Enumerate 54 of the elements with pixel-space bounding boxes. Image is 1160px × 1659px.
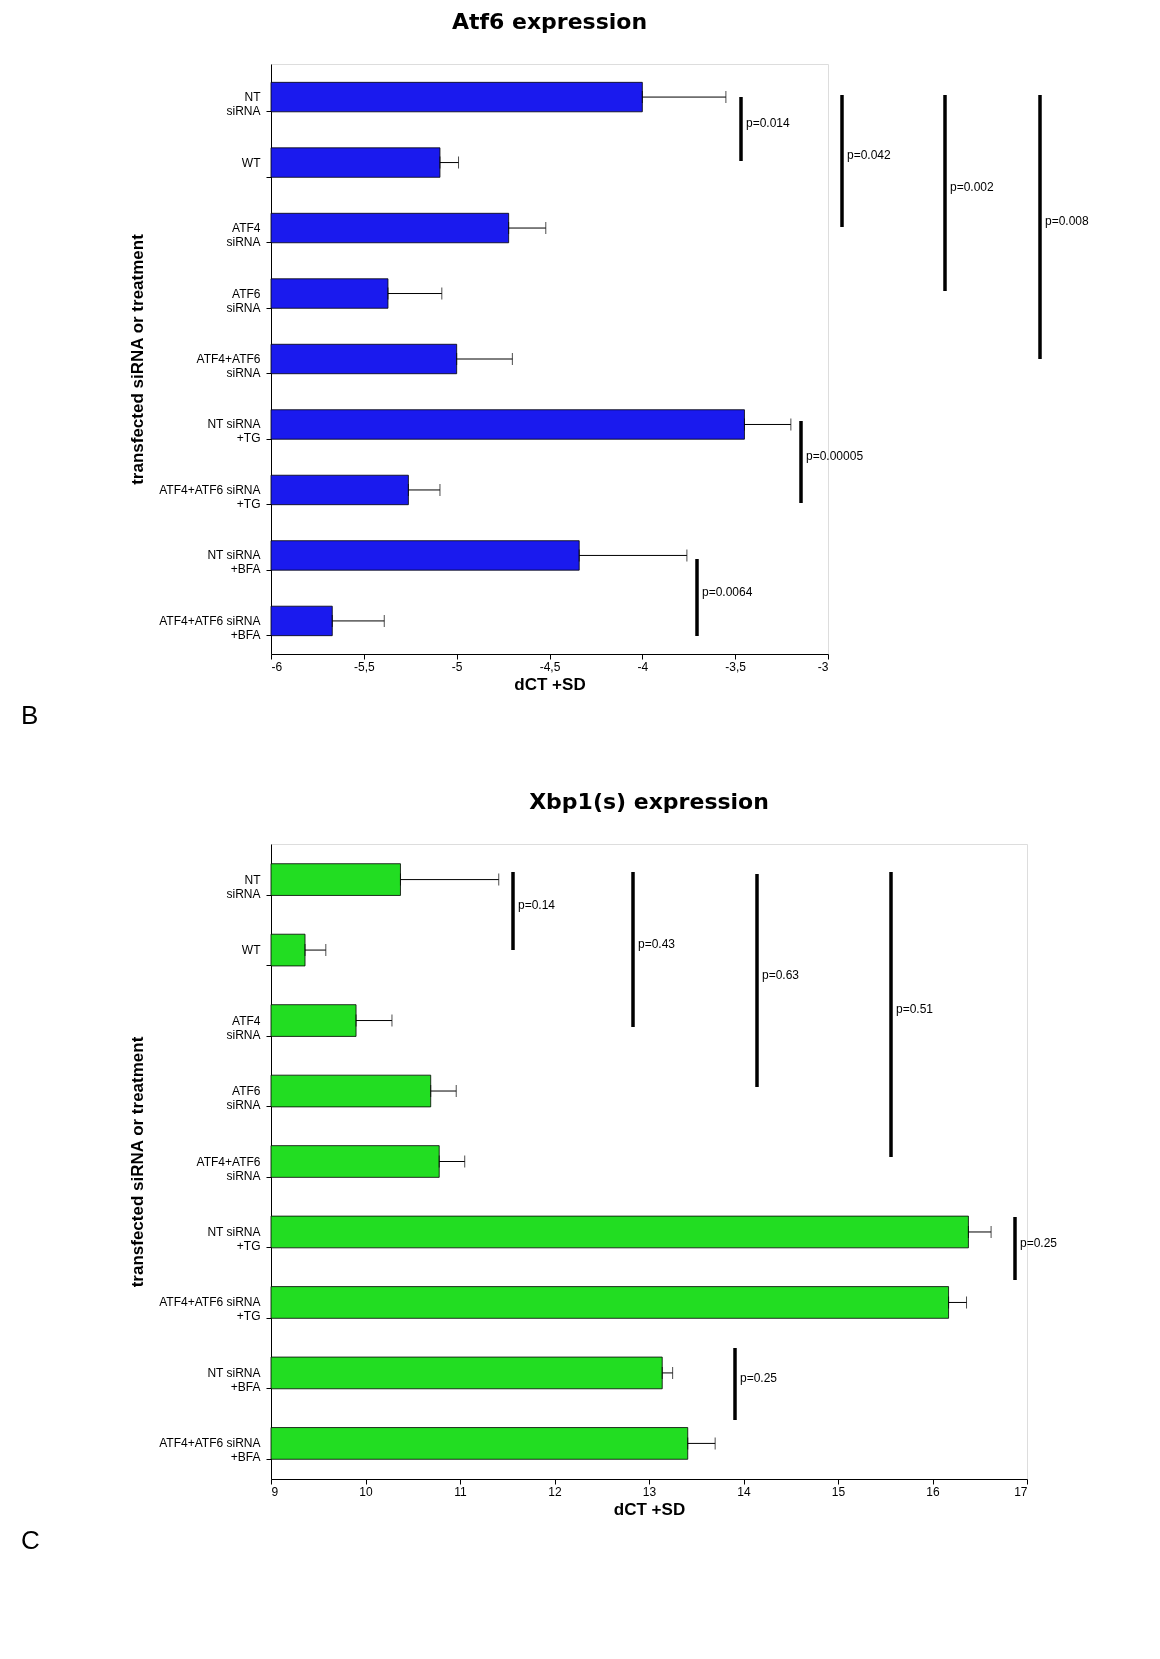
annotation: p=0.00005 — [806, 449, 864, 463]
annotation: p=0.25 — [1020, 1235, 1058, 1250]
annotation: p=0.14 — [518, 898, 556, 912]
y-tick-label: NT siRNA +TG — [207, 1224, 261, 1253]
y-tick-label: ATF4 siRNA — [226, 221, 261, 250]
text: B — [21, 700, 39, 730]
annotation: p=0.63 — [762, 967, 800, 982]
annotation: p=0.51 — [896, 1001, 934, 1016]
text: p=0.042 — [847, 148, 892, 162]
y-tick-label: ATF4+ATF6 siRNA +BFA — [159, 1436, 261, 1465]
x-tick-label: -5 — [451, 659, 463, 674]
y-tick-label: NT siRNA +BFA — [207, 1365, 261, 1394]
y-tick-label: WT — [241, 943, 262, 958]
y-axis-title: transfected siRNA or treatment — [128, 233, 148, 485]
x-tick-label: -3 — [817, 659, 829, 674]
x-tick-label: -6 — [271, 659, 283, 674]
annotation: p=0.014 — [746, 116, 791, 130]
y-tick-label: ATF4+ATF6 siRNA — [196, 352, 261, 380]
y-tick-label: WT — [241, 155, 262, 170]
x-axis-title: dCT +SD — [514, 674, 586, 694]
y-tick-label: ATF4+ATF6 siRNA +TG — [159, 1295, 261, 1324]
x-tick-label: 11 — [454, 1484, 468, 1499]
x-tick-label: 9 — [271, 1484, 279, 1499]
y-tick-label: NT siRNA +BFA — [207, 548, 261, 577]
text: p=0.008 — [1045, 214, 1090, 228]
x-tick-label: 14 — [737, 1484, 751, 1499]
y-tick-label: NT siRNA +TG — [207, 417, 261, 446]
y-tick-label: ATF4+ATF6 siRNA +BFA — [159, 613, 261, 642]
y-tick-label: ATF4 siRNA — [226, 1013, 261, 1042]
x-tick-label: 17 — [1014, 1484, 1028, 1499]
y-tick-label: ATF6 siRNA — [226, 286, 261, 315]
chart-title: Atf6 expression — [451, 9, 648, 34]
y-tick-label: NT siRNA — [226, 872, 262, 901]
x-tick-label: -3,5 — [725, 659, 747, 674]
text: p=0.002 — [950, 180, 995, 194]
x-tick-label: -5,5 — [353, 659, 375, 674]
y-tick-label: ATF4+ATF6 siRNA +TG — [159, 482, 261, 511]
x-tick-label: 13 — [642, 1484, 657, 1499]
x-axis-title: dCT +SD — [613, 1499, 686, 1519]
x-tick-label: 15 — [831, 1484, 846, 1499]
chart-title: Xbp1(s) expression — [529, 789, 769, 814]
y-tick-label: ATF4+ATF6 siRNA — [196, 1154, 261, 1183]
annotation: p=0.43 — [638, 936, 676, 951]
annotation: p=0.25 — [740, 1371, 778, 1385]
x-tick-label: 10 — [359, 1484, 373, 1499]
y-tick-label: ATF6 siRNA — [226, 1084, 261, 1113]
annotation: p=0.0064 — [702, 584, 753, 599]
x-tick-label: 16 — [926, 1484, 940, 1499]
x-tick-label: -4 — [637, 659, 649, 674]
x-tick-label: -4,5 — [539, 659, 561, 674]
text: C — [21, 1525, 40, 1555]
y-axis-title: transfected siRNA or treatment — [128, 1036, 148, 1288]
x-tick-label: 12 — [548, 1484, 562, 1499]
y-tick-label: NT siRNA — [226, 90, 262, 119]
